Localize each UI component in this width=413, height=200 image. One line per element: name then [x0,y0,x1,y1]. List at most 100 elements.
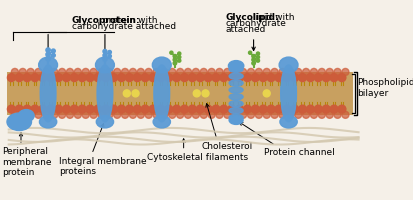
Circle shape [169,112,176,119]
Circle shape [337,106,345,113]
Circle shape [173,55,176,59]
Circle shape [46,53,50,57]
Circle shape [251,59,255,62]
Circle shape [177,60,180,63]
Circle shape [192,69,199,76]
Circle shape [177,53,180,56]
Circle shape [180,74,188,82]
Circle shape [286,69,293,76]
Circle shape [90,112,97,119]
Circle shape [43,112,50,119]
Circle shape [161,69,168,76]
Circle shape [263,90,270,97]
Circle shape [47,106,55,113]
Text: carbohydrate attached: carbohydrate attached [71,22,176,31]
Circle shape [325,69,332,76]
Circle shape [19,69,26,76]
Circle shape [66,69,74,76]
Text: Integral membrane
proteins: Integral membrane proteins [59,156,147,175]
Text: Cholesterol: Cholesterol [201,141,252,150]
Circle shape [184,112,191,119]
Ellipse shape [152,58,171,73]
Circle shape [141,74,149,82]
Circle shape [278,112,285,119]
Circle shape [123,90,130,97]
Circle shape [121,112,128,119]
Circle shape [164,106,172,113]
Circle shape [243,106,251,113]
Ellipse shape [280,66,296,122]
Ellipse shape [228,74,242,80]
Circle shape [157,106,164,113]
Circle shape [211,74,219,82]
Circle shape [129,69,136,76]
Ellipse shape [39,116,57,128]
Circle shape [211,106,219,113]
Circle shape [11,112,18,119]
Circle shape [46,49,50,53]
Circle shape [145,112,152,119]
Circle shape [251,106,259,113]
Circle shape [306,74,313,82]
Ellipse shape [7,113,31,131]
Circle shape [58,112,66,119]
Circle shape [223,69,230,76]
Circle shape [97,69,105,76]
Circle shape [105,112,113,119]
Circle shape [46,57,50,62]
Circle shape [27,69,34,76]
Circle shape [97,112,105,119]
Circle shape [255,69,262,76]
Circle shape [74,69,81,76]
Circle shape [243,74,251,82]
Circle shape [108,51,111,55]
Circle shape [239,69,246,76]
Circle shape [133,74,141,82]
Circle shape [321,74,329,82]
Circle shape [274,106,282,113]
Circle shape [19,112,26,119]
Ellipse shape [38,58,57,73]
Circle shape [310,112,317,119]
Circle shape [109,106,117,113]
Circle shape [15,74,23,82]
Circle shape [248,52,251,55]
Ellipse shape [96,116,113,128]
Circle shape [286,112,293,119]
Circle shape [82,112,89,119]
Circle shape [247,69,254,76]
Circle shape [113,69,121,76]
Circle shape [294,112,301,119]
Circle shape [35,69,42,76]
Ellipse shape [228,67,242,73]
Circle shape [219,74,227,82]
Circle shape [255,112,262,119]
Circle shape [235,74,243,82]
Circle shape [278,69,285,76]
Circle shape [259,106,266,113]
Circle shape [256,56,259,59]
Circle shape [172,74,180,82]
Circle shape [94,74,102,82]
Ellipse shape [40,66,56,122]
Circle shape [202,90,209,97]
Circle shape [125,106,133,113]
Circle shape [341,112,348,119]
Ellipse shape [228,116,242,125]
Circle shape [153,69,160,76]
Circle shape [193,90,200,97]
Circle shape [90,69,97,76]
Text: Peripheral
membrane
protein: Peripheral membrane protein [2,147,51,176]
Ellipse shape [97,66,112,122]
Circle shape [23,106,31,113]
Ellipse shape [279,116,297,128]
Ellipse shape [18,110,34,122]
Circle shape [141,106,149,113]
Circle shape [200,69,207,76]
Circle shape [290,74,298,82]
Ellipse shape [153,116,170,128]
Circle shape [50,69,58,76]
Ellipse shape [228,108,242,114]
Circle shape [62,74,70,82]
Circle shape [117,74,125,82]
